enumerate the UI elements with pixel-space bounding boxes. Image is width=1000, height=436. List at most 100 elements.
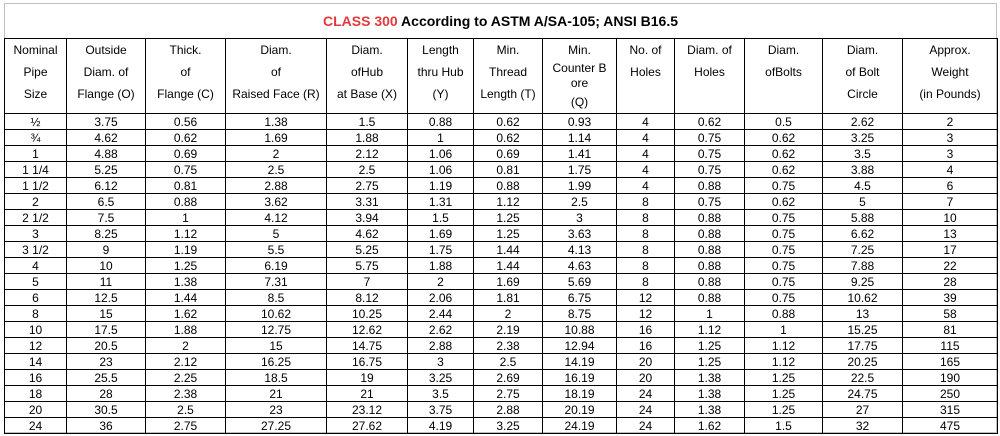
table-row: 4 10 1.25 6.19 5.75 1.88 1.44 4.63 8 0.88 0.75 7.88… [4, 257, 998, 274]
column-header: Diam. ofBolts [744, 38, 823, 114]
table-cell: 2.5 [473, 353, 543, 370]
table-cell: 6.19 [225, 257, 327, 274]
table-cell: 2.88 [225, 177, 327, 194]
table-cell: 115 [902, 337, 998, 354]
table-cell: 20 [4, 401, 67, 418]
table-cell: 0.62 [744, 161, 823, 178]
table-cell: 0.62 [744, 145, 823, 162]
table-cell: 10 [4, 321, 67, 338]
table-cell: 39 [902, 289, 998, 306]
column-header-line: Circle [847, 87, 878, 101]
table-cell: 2.62 [407, 321, 474, 338]
table-cell: 4 [4, 257, 67, 274]
table-cell: 1.44 [473, 257, 543, 274]
table-row: 24 36 2.75 27.25 27.62 4.19 3.25 24.19 24 1.62 1.5… [4, 417, 998, 434]
table-cell: 1.88 [407, 257, 474, 274]
table-cell: 6 [4, 289, 67, 306]
table-cell: 2 [473, 305, 543, 322]
table-cell: 475 [902, 417, 998, 434]
table-cell: 20 [616, 353, 675, 370]
flange-spec-sheet: CLASS 300 According to ASTM A/SA-105; AN… [4, 3, 998, 434]
column-header-line: at Base (X) [336, 87, 398, 101]
table-cell: 27.25 [225, 417, 327, 434]
table-cell: ¾ [4, 129, 67, 146]
table-cell: 4.62 [326, 225, 408, 242]
table-cell: 6.75 [542, 289, 617, 306]
table-cell: 8.5 [225, 289, 327, 306]
table-cell: 21 [225, 385, 327, 402]
table-cell: 16.25 [225, 353, 327, 370]
table-cell: 1.12 [145, 225, 226, 242]
table-cell: 3.25 [822, 129, 903, 146]
column-header-line: Weight [931, 65, 969, 79]
table-cell: 30.5 [66, 401, 146, 418]
column-header-line: Holes [694, 65, 725, 79]
flange-dimensions-table: Nominal Pipe Size Outside Diam. of Flange (O)… [4, 38, 998, 434]
column-header-line: of Bolt [845, 65, 880, 79]
table-cell: 28 [66, 385, 146, 402]
table-cell: 8.75 [542, 305, 617, 322]
table-cell: 5 [225, 225, 327, 242]
column-header-line: of [180, 65, 191, 79]
table-cell: 1.25 [674, 337, 745, 354]
table-cell: 2.38 [473, 337, 543, 354]
table-cell: 1.44 [473, 241, 543, 258]
table-cell: 1.38 [674, 401, 745, 418]
column-header: Thick. of Flange (C) [145, 38, 226, 114]
table-cell: 1.88 [145, 321, 226, 338]
column-header-line: Diam. [260, 43, 292, 57]
table-cell: 1.69 [225, 129, 327, 146]
table-cell: 0.56 [145, 113, 226, 130]
table-cell: 3.5 [407, 385, 474, 402]
table-cell: 17.75 [822, 337, 903, 354]
table-cell: 1.12 [473, 193, 543, 210]
table-cell: 7.25 [822, 241, 903, 258]
table-body: ½ 3.75 0.56 1.38 1.5 0.88 0.62 0.93 4 0.62 0.5 2.62… [4, 113, 998, 434]
table-cell: 1.81 [473, 289, 543, 306]
table-cell: 3 1/2 [4, 241, 67, 258]
table-cell: 0.62 [744, 193, 823, 210]
table-cell: 9 [66, 241, 146, 258]
table-cell: 2.75 [326, 177, 408, 194]
table-cell: 1.25 [473, 209, 543, 226]
table-cell: 0.75 [744, 177, 823, 194]
column-header: Approx. Weight (in Pounds) [902, 38, 998, 114]
table-cell: 1.06 [407, 161, 474, 178]
table-cell: 18 [4, 385, 67, 402]
table-cell: 0.93 [542, 113, 617, 130]
table-cell: 7 [902, 193, 998, 210]
table-cell: 81 [902, 321, 998, 338]
table-cell: 1 1/2 [4, 177, 67, 194]
table-cell: 1.44 [145, 289, 226, 306]
table-cell: 1.25 [744, 385, 823, 402]
table-cell: 1.12 [744, 337, 823, 354]
table-cell: 4.88 [66, 145, 146, 162]
table-cell: 18.5 [225, 369, 327, 386]
table-cell: 2 [145, 337, 226, 354]
table-cell: 165 [902, 353, 998, 370]
table-cell: 8 [616, 241, 675, 258]
table-cell: 0.88 [145, 193, 226, 210]
table-cell: 0.75 [744, 257, 823, 274]
table-cell: 10.25 [326, 305, 408, 322]
table-cell: 0.75 [674, 129, 745, 146]
table-cell: 4.12 [225, 209, 327, 226]
table-row: 12 20.5 2 15 14.75 2.88 2.38 12.94 16 1.25 1.12 17.… [4, 337, 998, 354]
table-cell: 5 [4, 273, 67, 290]
column-header: Diam. of Raised Face (R) [225, 38, 327, 114]
table-row: 1 1/4 5.25 0.75 2.5 2.5 1.06 0.81 1.75 4 0.75 0.62… [4, 161, 998, 178]
table-cell: 0.88 [744, 305, 823, 322]
table-cell: 1.25 [473, 225, 543, 242]
table-cell: 0.88 [674, 209, 745, 226]
table-cell: 12 [616, 305, 675, 322]
table-cell: 3 [407, 353, 474, 370]
table-cell: 27 [822, 401, 903, 418]
table-row: 18 28 2.38 21 21 3.5 2.75 18.19 24 1.38 1.25 24.75 2… [4, 385, 998, 402]
table-row: 6 12.5 1.44 8.5 8.12 2.06 1.81 6.75 12 0.88 0.75 10… [4, 289, 998, 306]
table-cell: 0.75 [145, 161, 226, 178]
table-cell: 4 [616, 161, 675, 178]
table-cell: 4 [902, 161, 998, 178]
table-cell: 2 [407, 273, 474, 290]
column-header-line: Raised Face (R) [232, 87, 320, 101]
table-row: 1 4.88 0.69 2 2.12 1.06 0.69 1.41 4 0.75 0.62 3.5 3 [4, 145, 998, 162]
